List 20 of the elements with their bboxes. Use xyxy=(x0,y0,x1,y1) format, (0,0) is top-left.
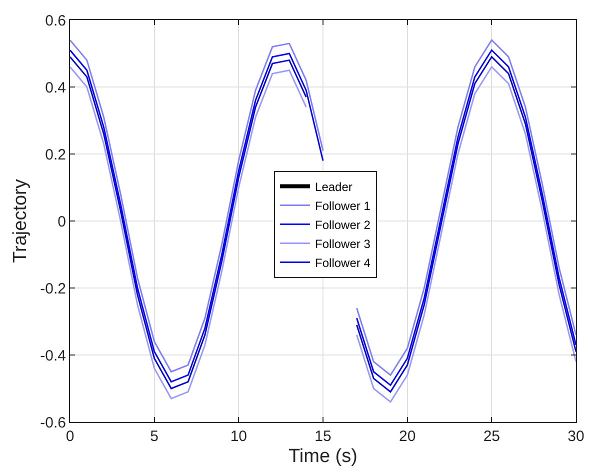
y-tick-label: -0.2 xyxy=(40,280,66,298)
legend-label: Follower 3 xyxy=(315,236,371,251)
x-tick-label: 10 xyxy=(230,428,248,445)
legend-label: Leader xyxy=(315,180,352,194)
x-axis-title: Time (s) xyxy=(288,446,358,467)
y-tick-label: 0 xyxy=(58,213,66,230)
y-tick-label: -0.4 xyxy=(40,347,66,364)
y-tick-label: 0.2 xyxy=(45,146,66,164)
x-tick-label: 5 xyxy=(150,428,158,445)
x-tick-label: 20 xyxy=(398,428,416,445)
y-tick-label: -0.6 xyxy=(40,414,66,432)
x-tick-label: 25 xyxy=(483,428,500,445)
legend-label: Follower 4 xyxy=(315,256,371,270)
y-tick-label: 0.4 xyxy=(45,79,66,96)
legend-label: Follower 2 xyxy=(315,218,371,232)
y-tick-label: 0.6 xyxy=(45,12,66,30)
x-tick-label: 30 xyxy=(568,428,584,445)
legend-label: Follower 1 xyxy=(315,198,371,213)
y-axis-title: Trajectory xyxy=(10,178,31,263)
x-tick-label: 15 xyxy=(314,428,332,445)
